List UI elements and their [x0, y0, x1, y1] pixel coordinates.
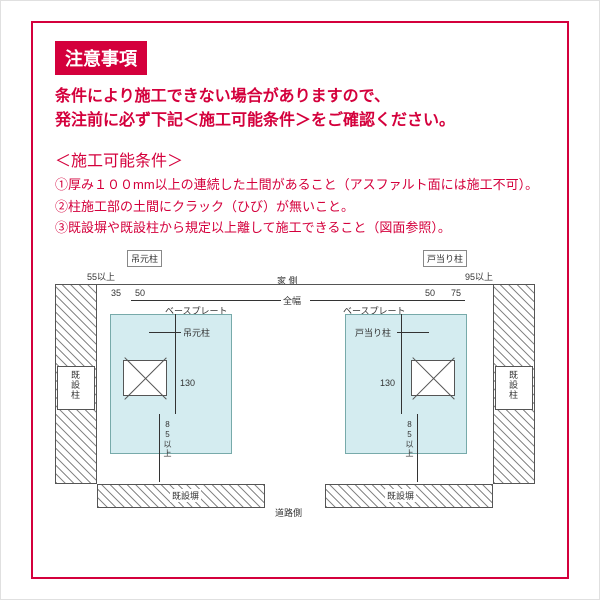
dimline-left-85 — [159, 414, 160, 482]
left-pillar — [123, 360, 167, 396]
label-left-existing-pillar: 既設柱 — [69, 370, 82, 400]
label-house-side: 家 側 — [277, 274, 298, 287]
label-left-top-box: 吊元柱 — [127, 250, 162, 267]
warning-line1: 条件により施工できない場合がありますので、 — [55, 88, 390, 105]
dim-left-b: 50 — [135, 288, 145, 298]
condition-3: ③既設塀や既設柱から規定以上離して施工できること（図面参照）。 — [55, 218, 545, 238]
dim-right-130: 130 — [380, 378, 395, 388]
label-right-top-box: 戸当り柱 — [423, 250, 467, 267]
dimline-fullwidth-left — [131, 300, 281, 301]
leader-left-pillar — [149, 332, 181, 333]
label-left-pillar: 吊元柱 — [183, 326, 210, 339]
installation-diagram: 家 側 全幅 道路側 吊元柱 55以上 35 50 ベースプレート 既設柱 既設… — [55, 248, 535, 528]
condition-2: ②柱施工部の土間にクラック（ひび）が無いこと。 — [55, 197, 545, 217]
caution-frame: 注意事項 条件により施工できない場合がありますので、 発注前に必ず下記＜施工可能… — [31, 21, 569, 579]
dim-left-85: 85以上 — [162, 420, 173, 458]
condition-1: ①厚み１００mm以上の連続した土間があること（アスファルト面には施工不可）。 — [55, 175, 545, 195]
warning-text: 条件により施工できない場合がありますので、 発注前に必ず下記＜施工可能条件＞をご… — [55, 85, 545, 133]
label-right-pillar: 戸当り柱 — [355, 326, 391, 339]
dimline-fullwidth-right — [310, 300, 465, 301]
caution-title-badge: 注意事項 — [55, 41, 147, 75]
dim-left-a: 35 — [111, 288, 121, 298]
label-road-side: 道路側 — [275, 506, 302, 519]
label-left-existing-wall: 既設塀 — [170, 489, 201, 502]
right-pillar — [411, 360, 455, 396]
dim-left-outer: 55以上 — [87, 270, 115, 283]
warning-line2: 発注前に必ず下記＜施工可能条件＞をご確認ください。 — [55, 112, 455, 129]
conditions-title: ＜施工可能条件＞ — [55, 147, 545, 171]
label-right-existing-pillar: 既設柱 — [507, 370, 520, 400]
dim-right-85: 85以上 — [404, 420, 415, 458]
dimline-right-85 — [417, 414, 418, 482]
dim-left-130: 130 — [180, 378, 195, 388]
label-right-existing-wall: 既設塀 — [385, 489, 416, 502]
dimline-left-130 — [175, 314, 176, 414]
dimline-right-130 — [401, 314, 402, 414]
dim-right-outer: 95以上 — [465, 270, 493, 283]
line-top — [55, 284, 535, 285]
dim-right-b: 75 — [451, 288, 461, 298]
dim-right-a: 50 — [425, 288, 435, 298]
label-full-width: 全幅 — [283, 294, 301, 307]
